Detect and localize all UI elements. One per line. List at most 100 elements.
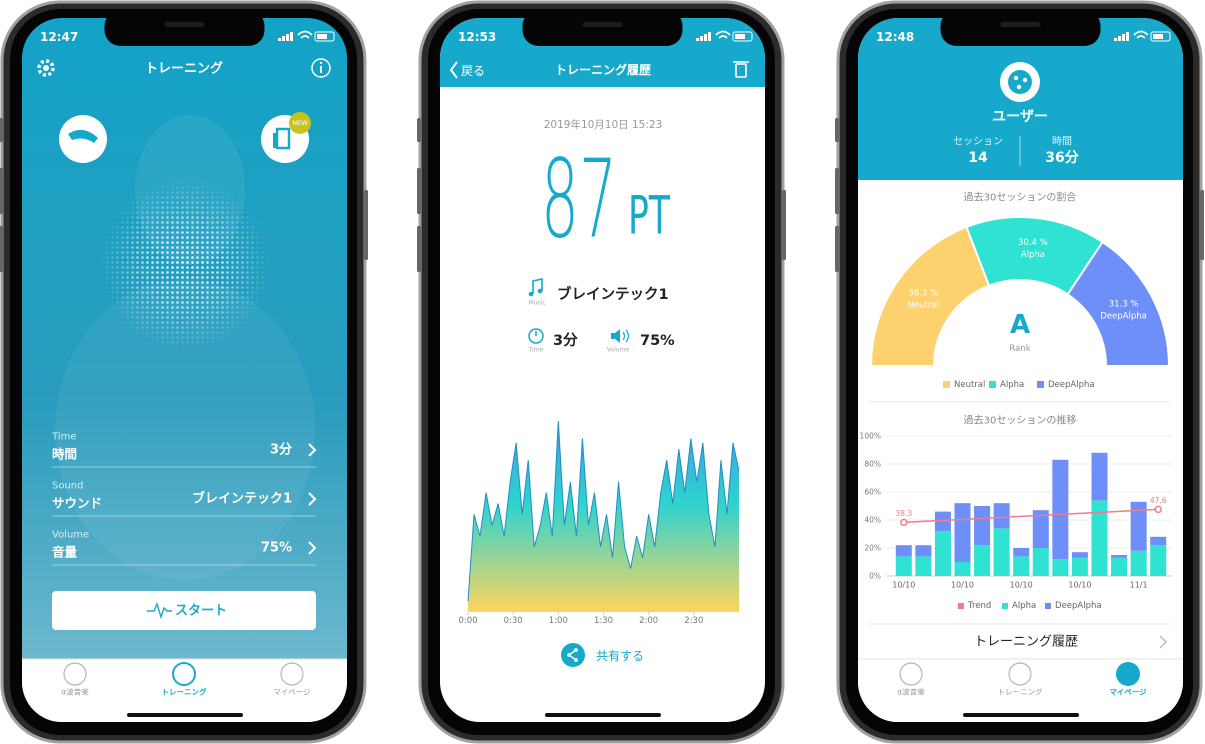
donut-segment [1066,240,1171,367]
tab-icon [280,662,304,686]
speaker [164,22,205,27]
tab-label: トレーニング [998,687,1043,697]
side-button [417,226,421,272]
area [468,421,739,612]
bar-segment [1032,548,1049,576]
share-icon-node [574,658,578,662]
side-button [417,168,421,214]
share-icon-node [574,648,578,652]
tab-icon [1116,662,1140,686]
bar-segment [915,556,932,576]
battery-level [735,34,745,39]
area-line [467,421,740,602]
status-time: 12:48 [876,30,914,44]
history-link[interactable]: トレーニング履歴 [974,635,1078,650]
tab-label: トレーニング [162,687,207,697]
x-tick-label: 0:30 [504,616,523,626]
headset-icon [68,129,98,143]
x-tick-label: 10/10 [1010,581,1033,590]
signal-bar [1118,36,1121,41]
score: 87 [541,138,617,263]
side-button [782,190,786,260]
time-value: 3分 [553,332,578,349]
chevron [1159,635,1167,649]
timer-icon [528,328,544,344]
tab-icon [172,662,196,686]
status-time: 12:53 [458,30,496,44]
headset-button [59,115,107,163]
setting-label: 時間 [52,447,77,462]
signal-bar [696,38,699,41]
trend-value-label: 47.6 [1150,496,1167,505]
signal-bar [1122,34,1125,41]
side-button [1200,190,1204,260]
bar-segment [993,528,1010,576]
signal-bar [282,36,285,41]
bar-segment [1052,459,1069,560]
signal-bar [1126,32,1129,41]
chevron [308,492,317,506]
stat-label: 時間 [1052,136,1072,148]
screen: 戻る トレーニング履歴 2019年10月10日 15:23 87 PT Music ブレイン… [440,18,765,722]
start-button[interactable] [52,591,316,630]
share-icon-node [567,653,571,657]
session-date: 2019年10月10日 15:23 [544,118,663,131]
signal-bar [1114,38,1117,41]
signal-bar [708,32,711,41]
legend-swatch [943,381,950,388]
bar-segment [954,562,971,576]
notch [104,18,265,46]
tab-icon [1008,662,1032,686]
battery [314,31,335,42]
battery [732,31,753,42]
pulse-icon [147,601,172,620]
y-tick-label: 60% [864,488,881,497]
legend-label: Alpha [1012,601,1036,611]
stat-value: 14 [968,150,988,166]
music-label: Music [528,300,545,307]
bar-segment [895,545,912,557]
x-tick-label: 1:00 [549,616,568,626]
screen-title: ユーザー [992,109,1048,125]
tab-label: マイページ [1109,688,1147,697]
setting-value: ブレインテック1 [192,491,292,507]
setting-label: サウンド [52,496,102,511]
side-button [0,226,3,272]
home-indicator [545,713,661,717]
notch [940,18,1101,46]
trend-point [1154,505,1162,514]
share-button[interactable] [561,643,585,667]
legend-swatch [958,603,964,609]
x-tick-label: 10/10 [892,581,915,590]
setting-value: 75% [261,541,292,556]
signal-bar [700,36,703,41]
bar-segment [1052,559,1069,576]
bar-segment [934,531,951,576]
y-tick-label: 100% [860,432,881,441]
bar-segment [1150,545,1167,576]
wifi-icon [297,30,313,39]
side-button [835,118,839,142]
home-indicator [127,713,243,717]
music-icon [528,291,534,297]
notch [522,18,683,46]
bar-segment [974,506,991,546]
back-button[interactable]: 戻る [461,64,485,78]
bar-segment [1150,536,1167,546]
bar-segment [954,503,971,562]
segment-value-label: 38.3 % [908,288,938,298]
settings-icon-hole [43,65,49,71]
time-label: Time [528,347,544,354]
segment-value-label: 30.4 % [1018,238,1048,248]
user-icon-dot [1022,77,1028,83]
bar-segment [1013,548,1030,557]
bar-segment [1071,557,1088,576]
legend-label: DeepAlpha [1055,601,1102,611]
side-button [835,226,839,272]
setting-label: 音量 [52,545,78,560]
trend-line [903,508,1159,524]
tab-icon [899,662,923,686]
share-text[interactable]: 共有する [596,649,644,663]
